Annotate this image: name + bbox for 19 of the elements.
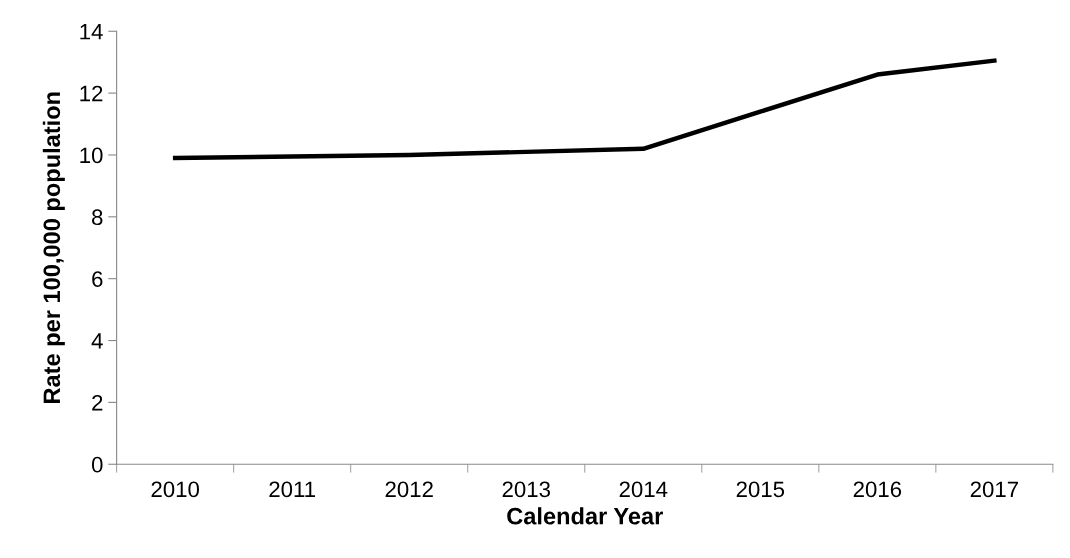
x-axis-title: Calendar Year	[507, 507, 663, 525]
x-tick-label: 2010	[151, 481, 199, 498]
y-tick-label: 6	[92, 271, 103, 287]
y-axis-title: Rate per 100,000 population	[42, 92, 65, 403]
y-tick-label: 0	[91, 456, 103, 473]
y-tick-label: 4	[91, 333, 103, 349]
x-tick-label: 2017	[970, 481, 1018, 498]
x-tick-label: 2013	[502, 481, 550, 498]
y-tick-label: 10	[80, 147, 103, 164]
x-tick-label: 2016	[853, 481, 902, 498]
x-tick-label: 2014	[619, 481, 668, 498]
line-series	[172, 58, 997, 161]
y-tick-label: 2	[92, 394, 103, 411]
x-tick-label: 2012	[385, 481, 433, 498]
x-tick-label: 2015	[736, 481, 785, 498]
y-tick-label: 8	[92, 209, 103, 226]
y-tick-label: 14	[80, 24, 103, 40]
y-tick-label: 12	[80, 85, 103, 102]
x-tick-label: 2011	[269, 481, 315, 498]
